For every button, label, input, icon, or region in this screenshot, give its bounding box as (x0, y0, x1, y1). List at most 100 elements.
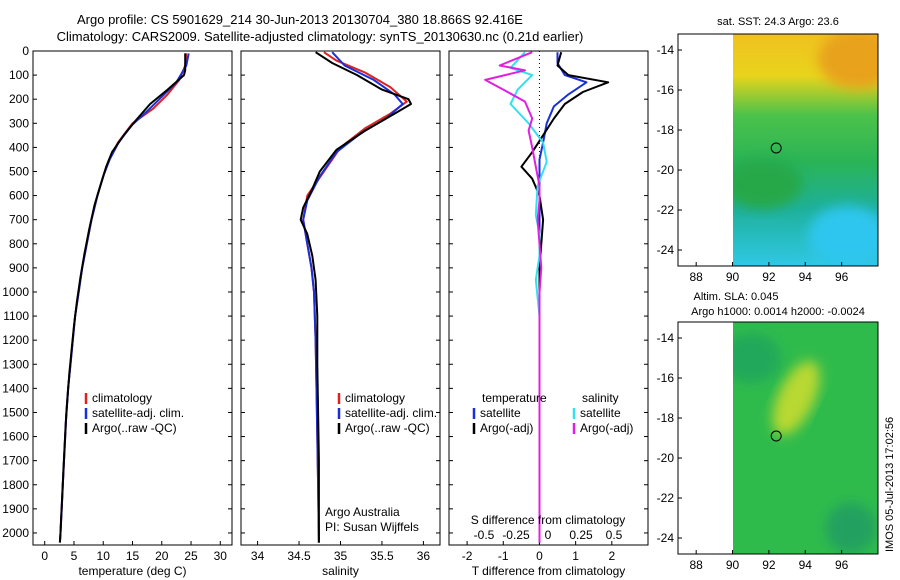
temperature-xtick-label: 25 (184, 549, 198, 563)
sla-ytick-label: -16 (657, 371, 675, 385)
chart-title-line1: Argo profile: CS 5901629_214 30-Jun-2013… (77, 12, 523, 27)
sst-map: 88 90 92 94 96 -14 -16 -18 -20 -22 -24 (657, 33, 879, 284)
sst-map-frame (677, 33, 879, 267)
sla-xtick-label: 88 (690, 558, 704, 572)
temperature-xtick-label: 30 (214, 549, 228, 563)
temperature-xtick-label: 0 (41, 549, 48, 563)
difference-legend-t-title: temperature (482, 391, 547, 405)
depth-tick-label: 1700 (2, 454, 29, 468)
depth-tick-label: 1300 (2, 357, 29, 371)
difference-xlabel: T difference from climatology (472, 564, 626, 578)
sst-xtick-label: 94 (799, 270, 813, 284)
salinity-annotation-1: Argo Australia (325, 505, 400, 519)
temperature-xtick-label: 20 (155, 549, 169, 563)
sst-cool-patch (808, 206, 878, 266)
temperature-series-argo (58, 53, 187, 543)
sst-xtick-label: 92 (762, 270, 776, 284)
difference-t-legend-label: satellite (480, 406, 521, 420)
sst-xtick-label: 96 (835, 270, 849, 284)
salinity-panel: 34 34.5 35 35.5 36 salinity (240, 50, 441, 578)
depth-tick-label: 1500 (2, 405, 29, 419)
salinity-xtick-label: 34 (251, 549, 265, 563)
salinity-xtick-label: 35 (334, 549, 348, 563)
depth-tick-label: 2000 (2, 526, 29, 540)
temperature-legend-label: Argo(..raw -QC) (92, 421, 177, 435)
sst-ytick-label: -16 (657, 83, 675, 97)
imos-timestamp-label: IMOS 05-Jul-2013 17:02:56 (884, 416, 896, 552)
depth-tick-label: 800 (9, 237, 29, 251)
sla-field (733, 322, 878, 554)
salinity-legend-label: Argo(..raw -QC) (345, 421, 430, 435)
sst-xtick-label: 88 (690, 270, 704, 284)
sst-argo-position-marker (770, 142, 782, 154)
sst-green-patch (733, 159, 803, 209)
salinity-xtick-label: 34.5 (287, 549, 311, 563)
depth-tick-label: 300 (9, 116, 29, 130)
sla-xtick-label: 94 (799, 558, 813, 572)
depth-tick-label: 1200 (2, 333, 29, 347)
sst-field (733, 34, 878, 266)
difference-xtick-label: 2 (608, 549, 615, 563)
salinity-legend-label: climatology (345, 391, 405, 405)
depth-tick-label: 1800 (2, 478, 29, 492)
depth-tick-label: 600 (9, 189, 29, 203)
depth-tick-label: 100 (9, 68, 29, 82)
sla-ytick-label: -18 (657, 411, 675, 425)
difference-xtick-label: -2 (462, 549, 473, 563)
chart-title-line2: Climatology: CARS2009. Satellite-adjuste… (56, 29, 584, 44)
difference-panel: -2 -1 0 1 2T difference from climatology (448, 50, 649, 578)
temperature-xlabel: temperature (deg C) (78, 564, 186, 578)
sla-ytick-label: -24 (657, 531, 675, 545)
temperature-legend-label: climatology (92, 391, 152, 405)
sla-map-title-2: Argo h1000: 0.0014 h2000: -0.0024 (691, 306, 865, 318)
sla-low-patch (733, 333, 781, 383)
difference-s-label: S difference from climatology (471, 513, 626, 527)
depth-tick-label: 1400 (2, 381, 29, 395)
sla-map-frame (677, 321, 879, 555)
sla-ytick-label: -14 (657, 331, 675, 345)
sla-xtick-label: 96 (835, 558, 849, 572)
sst-ytick-label: -20 (657, 163, 675, 177)
sst-ytick-label: -22 (657, 203, 675, 217)
difference-s-tick-label: 0.5 (606, 528, 623, 542)
temperature-xtick-label: 10 (97, 549, 111, 563)
salinity-series-argo (299, 51, 412, 543)
depth-tick-label: 1000 (2, 285, 29, 299)
difference-xtick-label: 1 (572, 549, 579, 563)
sla-ytick-label: -22 (657, 491, 675, 505)
sst-ytick-label: -14 (657, 43, 675, 57)
temperature-xtick-label: 15 (126, 549, 140, 563)
depth-tick-label: 0 (22, 44, 29, 58)
temperature-xtick-label: 5 (71, 549, 78, 563)
temperature-axes-frame (32, 50, 233, 546)
sla-high-patch (772, 360, 820, 436)
sla-xtick-label: 90 (726, 558, 740, 572)
salinity-xtick-label: 35.5 (370, 549, 394, 563)
sst-xtick-label: 90 (726, 270, 740, 284)
difference-t-legend-label: Argo(-adj) (480, 421, 533, 435)
difference-xtick-label: 0 (536, 549, 543, 563)
temperature-legend-label: satellite-adj. clim. (92, 406, 184, 420)
difference-legend-s-title: salinity (582, 391, 619, 405)
depth-tick-label: 400 (9, 140, 29, 154)
difference-axes-frame (448, 50, 649, 546)
difference-s-legend-label: Argo(-adj) (580, 421, 633, 435)
sla-map: 88 90 92 94 96 -14 -16 -18 -20 -22 -24 (657, 321, 879, 572)
sst-ytick-label: -18 (657, 123, 675, 137)
salinity-annotation-2: PI: Susan Wijffels (325, 520, 419, 534)
difference-s-legend-label: satellite (580, 406, 621, 420)
difference-series-s-argo (484, 51, 543, 543)
sst-ytick-label: -24 (657, 243, 675, 257)
difference-s-tick-label: -0.5 (474, 528, 495, 542)
depth-tick-label: 1100 (3, 309, 29, 323)
sla-ytick-label: -20 (657, 451, 675, 465)
sla-map-title-1: Altim. SLA: 0.045 (694, 291, 779, 303)
difference-s-tick-label: -0.25 (502, 528, 530, 542)
depth-tick-label: 200 (9, 92, 29, 106)
salinity-axes-frame (240, 50, 441, 546)
difference-xtick-label: -1 (498, 549, 509, 563)
salinity-legend-label: satellite-adj. clim. (345, 406, 437, 420)
difference-s-tick-label: 0 (545, 528, 552, 542)
sst-warm-patch (818, 34, 878, 89)
